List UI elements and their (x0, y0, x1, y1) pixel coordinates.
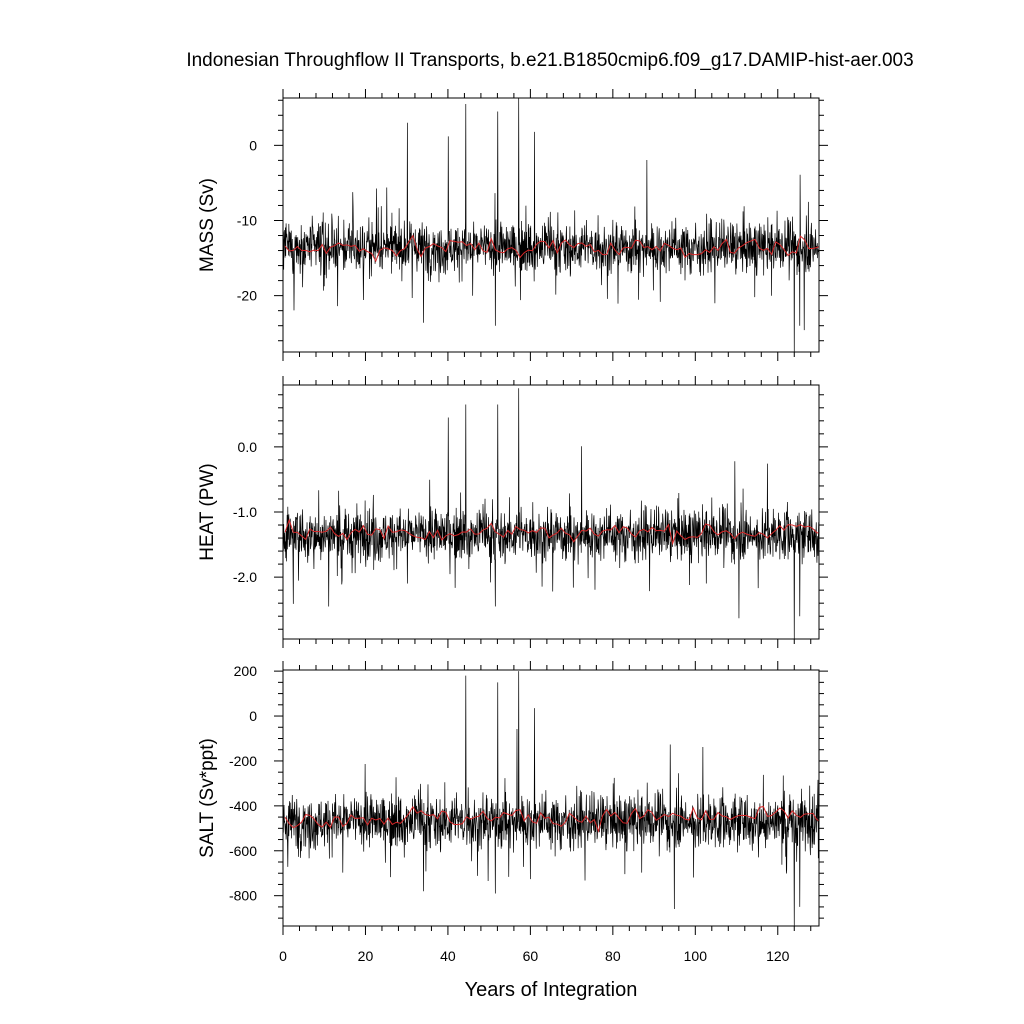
x-tick-label: 20 (358, 948, 374, 964)
x-tick-label: 120 (766, 948, 790, 964)
x-tick-label: 80 (605, 948, 621, 964)
y-tick-label: -1.0 (233, 504, 257, 520)
y-tick-label: 0 (249, 708, 257, 724)
y-tick-label: -10 (237, 212, 257, 228)
y-tick-label: 0 (249, 137, 257, 153)
y-tick-label: -20 (237, 288, 257, 304)
series-annual-mean-line (284, 234, 819, 263)
series-annual-mean-line (284, 518, 819, 546)
x-axis-label: Years of Integration (465, 979, 638, 1001)
series-monthly-line (283, 671, 819, 926)
series-annual-mean-line (284, 805, 819, 833)
x-tick-label: 0 (279, 948, 287, 964)
y-tick-label: -200 (229, 753, 257, 769)
x-tick-label: 40 (440, 948, 456, 964)
y-tick-label: -2.0 (233, 569, 257, 585)
y-tick-label: -800 (229, 888, 257, 904)
series-monthly-line (283, 98, 819, 352)
y-axis-label: MASS (Sv) (197, 178, 218, 272)
chart-title: Indonesian Throughflow II Transports, b.… (186, 50, 913, 71)
panel-1: -20 -10 0 MASS (Sv) (197, 89, 828, 361)
panel-frame (282, 669, 820, 927)
panel-3: -800 -600 -400 -200 0 200 SALT (Sv*ppt) (197, 661, 828, 935)
y-tick-label: -400 (229, 798, 257, 814)
y-tick-label: 0.0 (238, 439, 258, 455)
y-axis-label: HEAT (PW) (197, 463, 218, 560)
series-monthly-line (283, 388, 819, 639)
x-tick-label: 100 (684, 948, 708, 964)
y-tick-label: -600 (229, 843, 257, 859)
x-tick-label: 60 (523, 948, 539, 964)
y-tick-label: 200 (234, 663, 258, 679)
y-axis-label: SALT (Sv*ppt) (197, 738, 218, 858)
panel-2: -2.0 -1.0 0.0 HEAT (PW) (197, 376, 828, 648)
panel-frame (282, 97, 820, 353)
panels: -20 -10 0 MASS (Sv) -2.0 -1.0 0.0 HEAT (PW) -800… (197, 89, 828, 964)
